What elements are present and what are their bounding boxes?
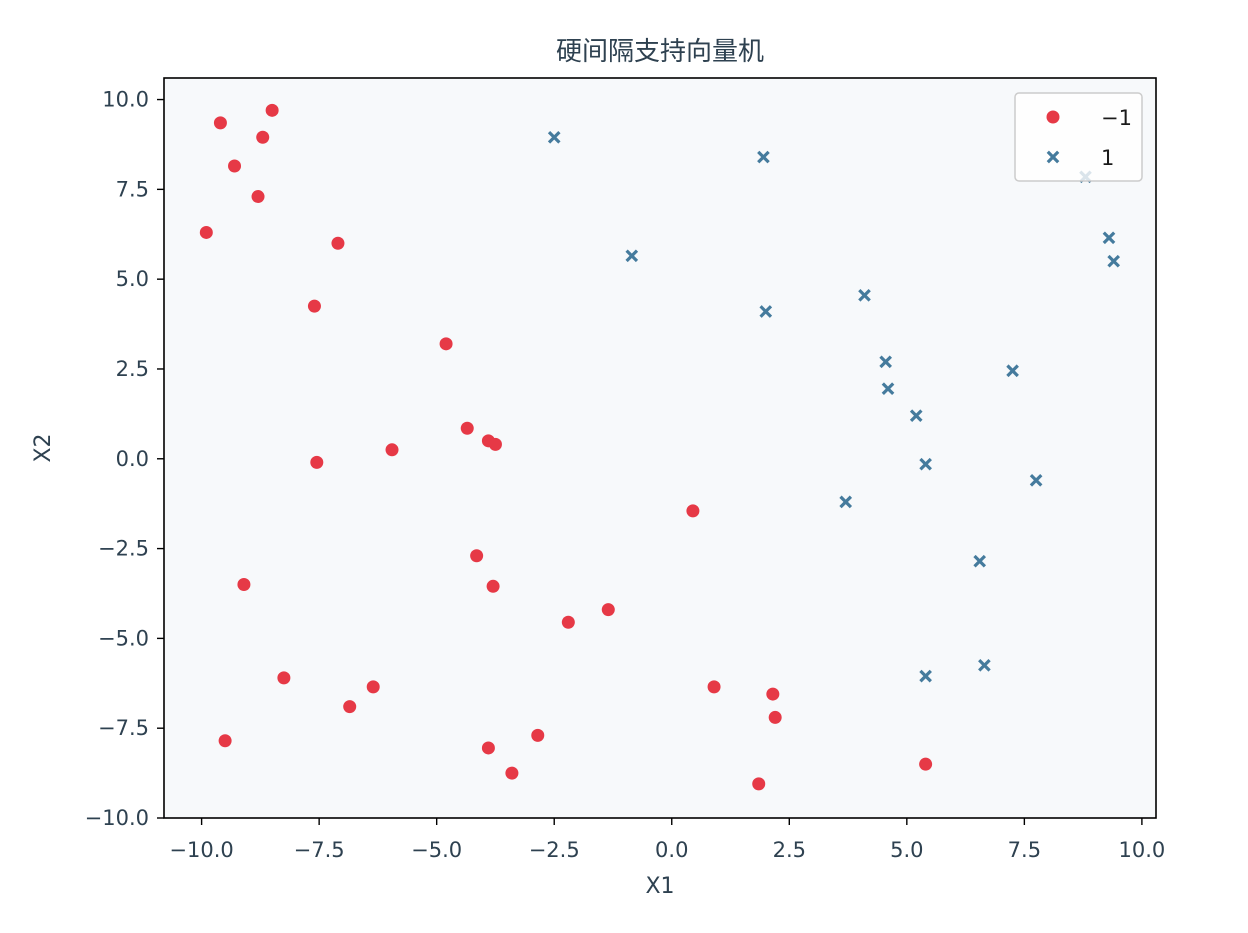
data-point-pos1	[919, 669, 932, 683]
y-tick-label: −2.5	[98, 537, 149, 561]
data-point-neg1	[505, 766, 519, 780]
data-point-neg1	[766, 687, 780, 701]
legend-label: −1	[1101, 106, 1132, 130]
data-point-neg1	[601, 603, 615, 617]
y-tick-label: 7.5	[116, 177, 149, 201]
data-point-neg1	[707, 680, 721, 694]
y-tick-label: −10.0	[85, 806, 149, 830]
data-point-pos1	[978, 658, 991, 672]
data-point-neg1	[366, 680, 380, 694]
legend-box	[1014, 92, 1143, 182]
legend-marker-x	[1046, 150, 1060, 164]
data-point-neg1	[307, 299, 321, 313]
data-point-neg1	[237, 578, 251, 592]
data-point-neg1	[277, 671, 291, 685]
data-marks	[199, 103, 1121, 791]
x-axis-title: X1	[645, 874, 674, 899]
x-tick-label: −7.5	[294, 838, 345, 862]
data-point-pos1	[909, 409, 923, 423]
chart-title: 硬间隔支持向量机	[556, 37, 764, 67]
data-point-neg1	[561, 615, 575, 629]
data-point-pos1	[1107, 254, 1121, 268]
data-point-neg1	[768, 710, 782, 724]
data-point-pos1	[881, 382, 895, 396]
y-tick-label: 2.5	[116, 357, 149, 381]
data-point-neg1	[488, 437, 502, 451]
data-point-pos1	[919, 457, 932, 471]
x-tick-label: 10.0	[1119, 838, 1166, 862]
data-point-neg1	[213, 116, 227, 130]
x-tick-label: 7.5	[1008, 838, 1041, 862]
data-point-neg1	[218, 734, 232, 748]
x-tick-label: 2.5	[773, 838, 806, 862]
y-tick-label: 5.0	[116, 267, 149, 291]
y-axis-title: X2	[31, 433, 56, 462]
data-point-neg1	[310, 455, 324, 469]
data-point-neg1	[331, 236, 345, 250]
data-point-pos1	[973, 554, 987, 568]
y-tick-label: 0.0	[116, 447, 149, 471]
data-point-pos1	[858, 288, 871, 302]
data-point-neg1	[385, 443, 399, 457]
data-point-pos1	[1006, 364, 1019, 378]
y-tick-label: −7.5	[98, 716, 149, 740]
data-point-neg1	[486, 579, 500, 593]
data-point-neg1	[439, 337, 453, 351]
data-point-pos1	[547, 130, 561, 144]
legend: −1 1	[1014, 92, 1143, 182]
data-point-neg1	[460, 421, 474, 435]
data-point-neg1	[686, 504, 700, 518]
plot-frame	[163, 77, 1157, 819]
legend-marker-circle	[1046, 110, 1060, 124]
data-point-pos1	[839, 495, 853, 509]
axes: −10.0 −7.5 −5.0 −2.5 0.0 2.5 5.0 7.5 10.0−10.0−7…	[85, 88, 1166, 862]
x-tick-label: −2.5	[529, 838, 580, 862]
data-point-neg1	[343, 700, 357, 714]
x-tick-label: 0.0	[655, 838, 688, 862]
data-point-neg1	[919, 757, 933, 771]
data-point-pos1	[879, 355, 892, 369]
data-point-pos1	[1029, 473, 1043, 487]
x-tick-label: 5.0	[890, 838, 923, 862]
y-tick-label: −5.0	[98, 626, 149, 650]
x-tick-label: −10.0	[169, 838, 233, 862]
data-point-neg1	[531, 728, 545, 742]
data-point-neg1	[470, 549, 484, 563]
legend-label: 1	[1101, 146, 1114, 170]
data-point-neg1	[481, 741, 495, 755]
data-point-neg1	[265, 103, 279, 117]
data-point-pos1	[1102, 231, 1116, 245]
data-point-pos1	[757, 150, 770, 164]
data-point-neg1	[752, 777, 766, 791]
data-point-neg1	[199, 225, 213, 239]
plot-area	[164, 78, 1156, 818]
x-tick-label: −5.0	[411, 838, 462, 862]
y-tick-label: 10.0	[102, 88, 149, 112]
data-point-neg1	[228, 159, 242, 173]
data-point-neg1	[251, 190, 265, 204]
data-point-neg1	[256, 130, 270, 144]
data-point-pos1	[625, 249, 639, 263]
data-point-pos1	[759, 305, 773, 318]
